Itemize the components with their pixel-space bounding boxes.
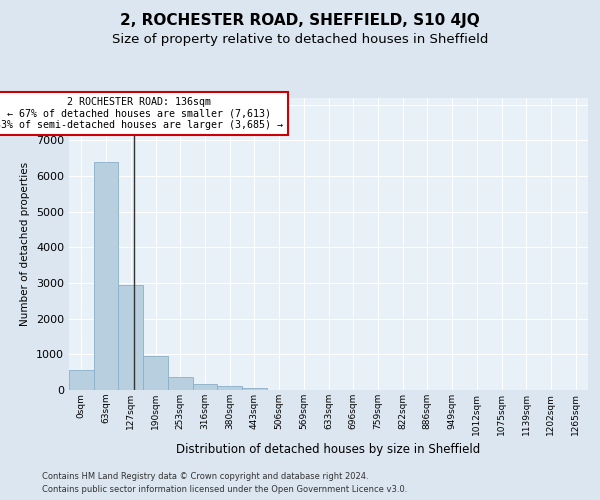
Y-axis label: Number of detached properties: Number of detached properties — [20, 162, 31, 326]
Bar — [69, 370, 94, 390]
Bar — [193, 384, 217, 390]
X-axis label: Distribution of detached houses by size in Sheffield: Distribution of detached houses by size … — [176, 443, 481, 456]
Text: 2, ROCHESTER ROAD, SHEFFIELD, S10 4JQ: 2, ROCHESTER ROAD, SHEFFIELD, S10 4JQ — [120, 12, 480, 28]
Text: Contains public sector information licensed under the Open Government Licence v3: Contains public sector information licen… — [42, 485, 407, 494]
Bar — [217, 386, 242, 390]
Text: Size of property relative to detached houses in Sheffield: Size of property relative to detached ho… — [112, 32, 488, 46]
Bar — [94, 162, 118, 390]
Bar — [242, 388, 267, 390]
Text: Contains HM Land Registry data © Crown copyright and database right 2024.: Contains HM Land Registry data © Crown c… — [42, 472, 368, 481]
Bar — [168, 377, 193, 390]
Text: 2 ROCHESTER ROAD: 136sqm
← 67% of detached houses are smaller (7,613)
33% of sem: 2 ROCHESTER ROAD: 136sqm ← 67% of detach… — [0, 97, 283, 130]
Bar — [118, 285, 143, 390]
Bar — [143, 356, 168, 390]
